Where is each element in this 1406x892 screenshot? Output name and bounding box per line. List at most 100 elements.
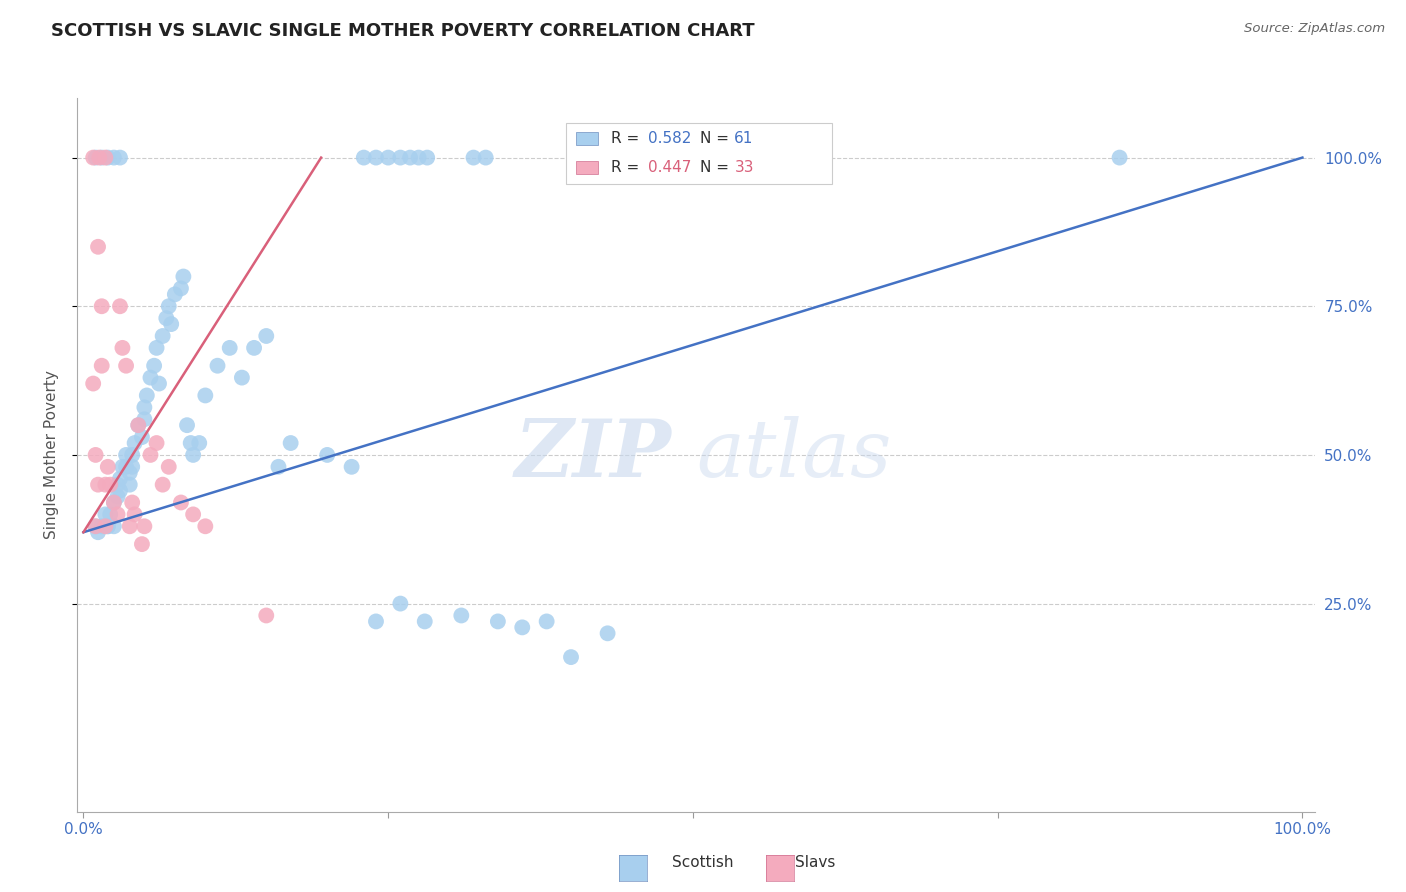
- Point: [413, 615, 436, 629]
- Point: [463, 151, 485, 165]
- Point: [115, 359, 138, 373]
- Point: [1108, 151, 1130, 165]
- Point: [90, 299, 112, 313]
- Point: [87, 477, 110, 491]
- Point: [188, 436, 211, 450]
- Point: [108, 299, 131, 313]
- Text: ZIP: ZIP: [515, 417, 671, 493]
- Point: [155, 311, 177, 326]
- Text: 61: 61: [734, 131, 754, 146]
- Point: [157, 299, 180, 313]
- Point: [134, 401, 156, 415]
- Point: [389, 597, 412, 611]
- Point: [172, 269, 194, 284]
- Point: [139, 448, 162, 462]
- Point: [124, 508, 146, 522]
- Point: [316, 448, 339, 462]
- Point: [176, 418, 198, 433]
- Point: [111, 341, 134, 355]
- Text: atlas: atlas: [696, 417, 891, 493]
- Point: [218, 341, 240, 355]
- Point: [510, 620, 533, 634]
- Point: [131, 430, 153, 444]
- Point: [118, 477, 141, 491]
- FancyBboxPatch shape: [576, 132, 598, 145]
- Point: [84, 519, 107, 533]
- Point: [124, 436, 146, 450]
- Point: [280, 436, 302, 450]
- Point: [127, 418, 149, 433]
- Point: [148, 376, 170, 391]
- Text: N =: N =: [700, 131, 734, 146]
- Point: [118, 519, 141, 533]
- Text: 33: 33: [734, 160, 754, 175]
- Point: [254, 608, 277, 623]
- Point: [115, 459, 138, 474]
- Point: [170, 281, 193, 295]
- Point: [108, 472, 131, 486]
- Point: [107, 508, 129, 522]
- Point: [94, 477, 117, 491]
- Point: [107, 477, 129, 491]
- Point: [115, 448, 138, 462]
- Point: [399, 151, 422, 165]
- Point: [160, 317, 183, 331]
- Point: [157, 459, 180, 474]
- Point: [94, 519, 117, 533]
- Point: [84, 448, 107, 462]
- Point: [170, 495, 193, 509]
- Point: [139, 370, 162, 384]
- Point: [98, 508, 121, 522]
- Text: SCOTTISH VS SLAVIC SINGLE MOTHER POVERTY CORRELATION CHART: SCOTTISH VS SLAVIC SINGLE MOTHER POVERTY…: [51, 22, 754, 40]
- Point: [207, 359, 229, 373]
- Point: [474, 151, 496, 165]
- Point: [84, 151, 107, 165]
- Point: [135, 388, 157, 402]
- Point: [97, 151, 120, 165]
- Point: [152, 329, 174, 343]
- Point: [243, 341, 266, 355]
- Point: [108, 483, 131, 498]
- Point: [163, 287, 186, 301]
- Point: [107, 490, 129, 504]
- Point: [134, 519, 156, 533]
- Point: [145, 341, 167, 355]
- Point: [254, 329, 277, 343]
- Point: [84, 519, 107, 533]
- Point: [143, 359, 166, 373]
- Point: [103, 151, 125, 165]
- Point: [145, 436, 167, 450]
- Point: [94, 508, 117, 522]
- Point: [408, 151, 430, 165]
- Point: [134, 412, 156, 426]
- Point: [103, 495, 125, 509]
- Point: [103, 519, 125, 533]
- Point: [194, 519, 217, 533]
- Text: Source: ZipAtlas.com: Source: ZipAtlas.com: [1244, 22, 1385, 36]
- Point: [131, 537, 153, 551]
- Point: [97, 519, 120, 533]
- Point: [152, 477, 174, 491]
- Point: [90, 151, 112, 165]
- Point: [377, 151, 399, 165]
- Point: [596, 626, 619, 640]
- Point: [486, 615, 509, 629]
- Text: Scottish: Scottish: [672, 855, 734, 870]
- Point: [194, 388, 217, 402]
- Point: [231, 370, 253, 384]
- Point: [103, 495, 125, 509]
- Point: [118, 466, 141, 480]
- Point: [89, 151, 111, 165]
- Point: [90, 359, 112, 373]
- Point: [353, 151, 375, 165]
- Point: [560, 650, 582, 665]
- FancyBboxPatch shape: [567, 123, 832, 184]
- Point: [111, 459, 134, 474]
- Point: [127, 418, 149, 433]
- Point: [180, 436, 202, 450]
- Point: [181, 508, 204, 522]
- Text: 0.582: 0.582: [648, 131, 692, 146]
- Point: [450, 608, 472, 623]
- Point: [121, 448, 143, 462]
- Point: [121, 459, 143, 474]
